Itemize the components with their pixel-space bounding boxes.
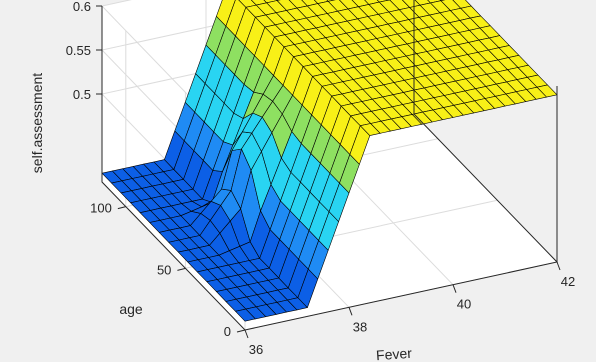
axis-box-edges: [101, 0, 558, 331]
x-tick-label: 38: [353, 319, 367, 334]
y-tick-mark: [117, 206, 126, 210]
surface-mesh: [101, 0, 558, 322]
axis-edge: [101, 0, 558, 331]
z-tick-label: 0.6: [73, 0, 91, 14]
z-tick-label: 0.55: [66, 43, 91, 58]
z-tick-label: 0.5: [73, 87, 91, 102]
x-tick-mark: [556, 261, 561, 271]
x-tick-label: 36: [249, 342, 263, 357]
y-axis-label: age: [119, 301, 143, 317]
tick-labels: 36 38 40 42 0 50 100 0.5 0.55 0.6: [66, 0, 576, 357]
z-axis-label: self.assessment: [29, 73, 45, 173]
x-tick-mark: [452, 284, 457, 293]
y-tick-mark: [236, 329, 246, 333]
x-axis-label: Fever: [376, 345, 413, 362]
y-tick-label: 0: [224, 324, 231, 339]
y-tick-mark: [177, 267, 186, 271]
y-tick-label: 100: [90, 201, 112, 216]
y-tick-label: 50: [157, 262, 171, 277]
x-tick-mark: [348, 307, 353, 316]
surface-facet: [536, 84, 558, 98]
x-tick-label: 42: [561, 274, 575, 289]
x-tick-label: 40: [457, 297, 471, 312]
x-tick-mark: [244, 329, 249, 339]
